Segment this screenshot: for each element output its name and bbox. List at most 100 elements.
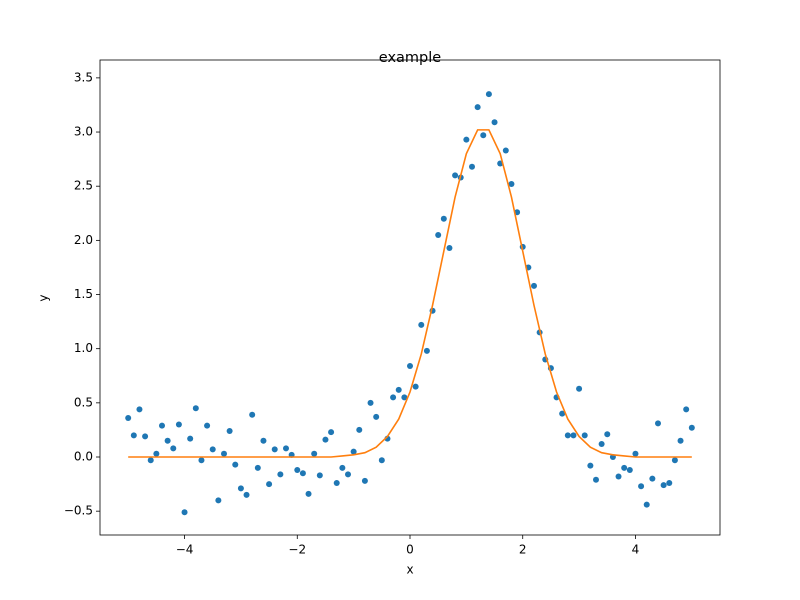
scatter-point	[474, 104, 481, 111]
scatter-point	[660, 482, 667, 489]
scatter-point	[164, 437, 171, 444]
scatter-point	[621, 464, 628, 471]
scatter-point	[243, 491, 250, 498]
scatter-point	[508, 181, 515, 188]
scatter-point	[271, 446, 278, 453]
scatter-point	[125, 415, 132, 422]
scatter-point	[187, 435, 194, 442]
y-tick-label: 1.0	[74, 341, 93, 355]
scatter-point	[570, 432, 577, 439]
scatter-point	[390, 394, 397, 401]
scatter-point	[643, 501, 650, 508]
scatter-point	[407, 363, 413, 370]
scatter-point	[170, 445, 177, 452]
scatter-point	[373, 413, 380, 420]
scatter-point	[423, 347, 430, 354]
scatter-point	[576, 385, 583, 392]
scatter-point	[328, 429, 335, 436]
scatter-point	[452, 172, 459, 179]
y-tick-label: 3.0	[74, 125, 93, 139]
scatter-point	[254, 464, 261, 471]
scatter-point	[463, 136, 470, 143]
scatter-point	[142, 433, 149, 440]
scatter-point	[688, 424, 695, 431]
x-tick-label: 2	[519, 543, 527, 557]
scatter-point	[446, 244, 453, 251]
scatter-point	[232, 461, 239, 468]
x-tick-label: 0	[406, 543, 414, 557]
scatter-point	[221, 450, 227, 457]
scatter-point	[266, 481, 273, 488]
scatter-point	[356, 426, 363, 433]
scatter-point	[226, 428, 233, 435]
scatter-point	[361, 477, 368, 484]
scatter-point	[440, 215, 447, 222]
x-tick-label: −2	[288, 543, 306, 557]
scatter-point	[480, 132, 487, 139]
scatter-point	[378, 457, 385, 464]
y-tick-label: 2.5	[74, 179, 93, 193]
x-tick-label: −4	[176, 543, 194, 557]
scatter-point	[294, 467, 301, 474]
y-axis-label: y	[37, 294, 51, 301]
scatter-point	[666, 480, 673, 487]
scatter-point	[604, 431, 611, 438]
scatter-point	[249, 411, 256, 418]
y-tick-label: −0.5	[64, 504, 93, 518]
scatter-point	[632, 450, 639, 457]
scatter-point	[401, 394, 408, 401]
scatter-point	[350, 448, 357, 455]
scatter-point	[683, 406, 690, 413]
chart-title: example	[379, 50, 441, 66]
scatter-point	[215, 497, 222, 504]
scatter-point	[345, 471, 351, 478]
scatter-point	[277, 471, 284, 478]
x-axis-label: x	[406, 563, 413, 577]
scatter-point	[395, 386, 402, 393]
scatter-point	[598, 441, 605, 448]
scatter-point	[333, 480, 340, 487]
scatter-point	[502, 147, 509, 154]
scatter-point	[192, 405, 199, 412]
scatter-point	[322, 436, 329, 443]
scatter-point	[581, 432, 588, 439]
scatter-point	[175, 421, 182, 428]
y-tick-label: 0.0	[74, 450, 93, 464]
scatter-point	[237, 485, 244, 492]
scatter-point	[671, 457, 678, 464]
scatter-point	[311, 450, 318, 457]
scatter-point	[435, 231, 442, 238]
scatter-point	[469, 163, 475, 170]
y-tick-label: 0.5	[74, 395, 93, 409]
scatter-point	[130, 432, 137, 439]
scatter-point	[299, 470, 306, 477]
scatter-point	[638, 483, 645, 490]
scatter-point	[204, 422, 211, 429]
scatter-point	[649, 475, 656, 482]
scatter-point	[339, 464, 346, 471]
scatter-point	[159, 422, 165, 429]
scatter-point	[316, 472, 323, 479]
scatter-point	[367, 399, 374, 406]
scatter-point	[209, 446, 216, 453]
scatter-point	[136, 406, 143, 413]
scatter-point	[677, 437, 684, 444]
y-tick-label: 1.5	[74, 287, 93, 301]
y-tick-label: 2.0	[74, 233, 93, 247]
scatter-point	[491, 119, 498, 126]
scatter-point	[181, 509, 188, 516]
scatter-point	[615, 473, 622, 480]
scatter-point	[305, 490, 312, 497]
scatter-point	[559, 410, 566, 417]
scatter-point	[147, 457, 154, 464]
plot-frame	[99, 59, 721, 536]
scatter-point	[564, 432, 571, 439]
scatter-point	[587, 462, 594, 469]
y-tick-label: 3.5	[74, 70, 93, 84]
scatter-point	[283, 445, 289, 452]
scatter-point	[412, 383, 419, 390]
x-tick-label: 4	[632, 543, 640, 557]
scatter-point	[655, 420, 661, 427]
